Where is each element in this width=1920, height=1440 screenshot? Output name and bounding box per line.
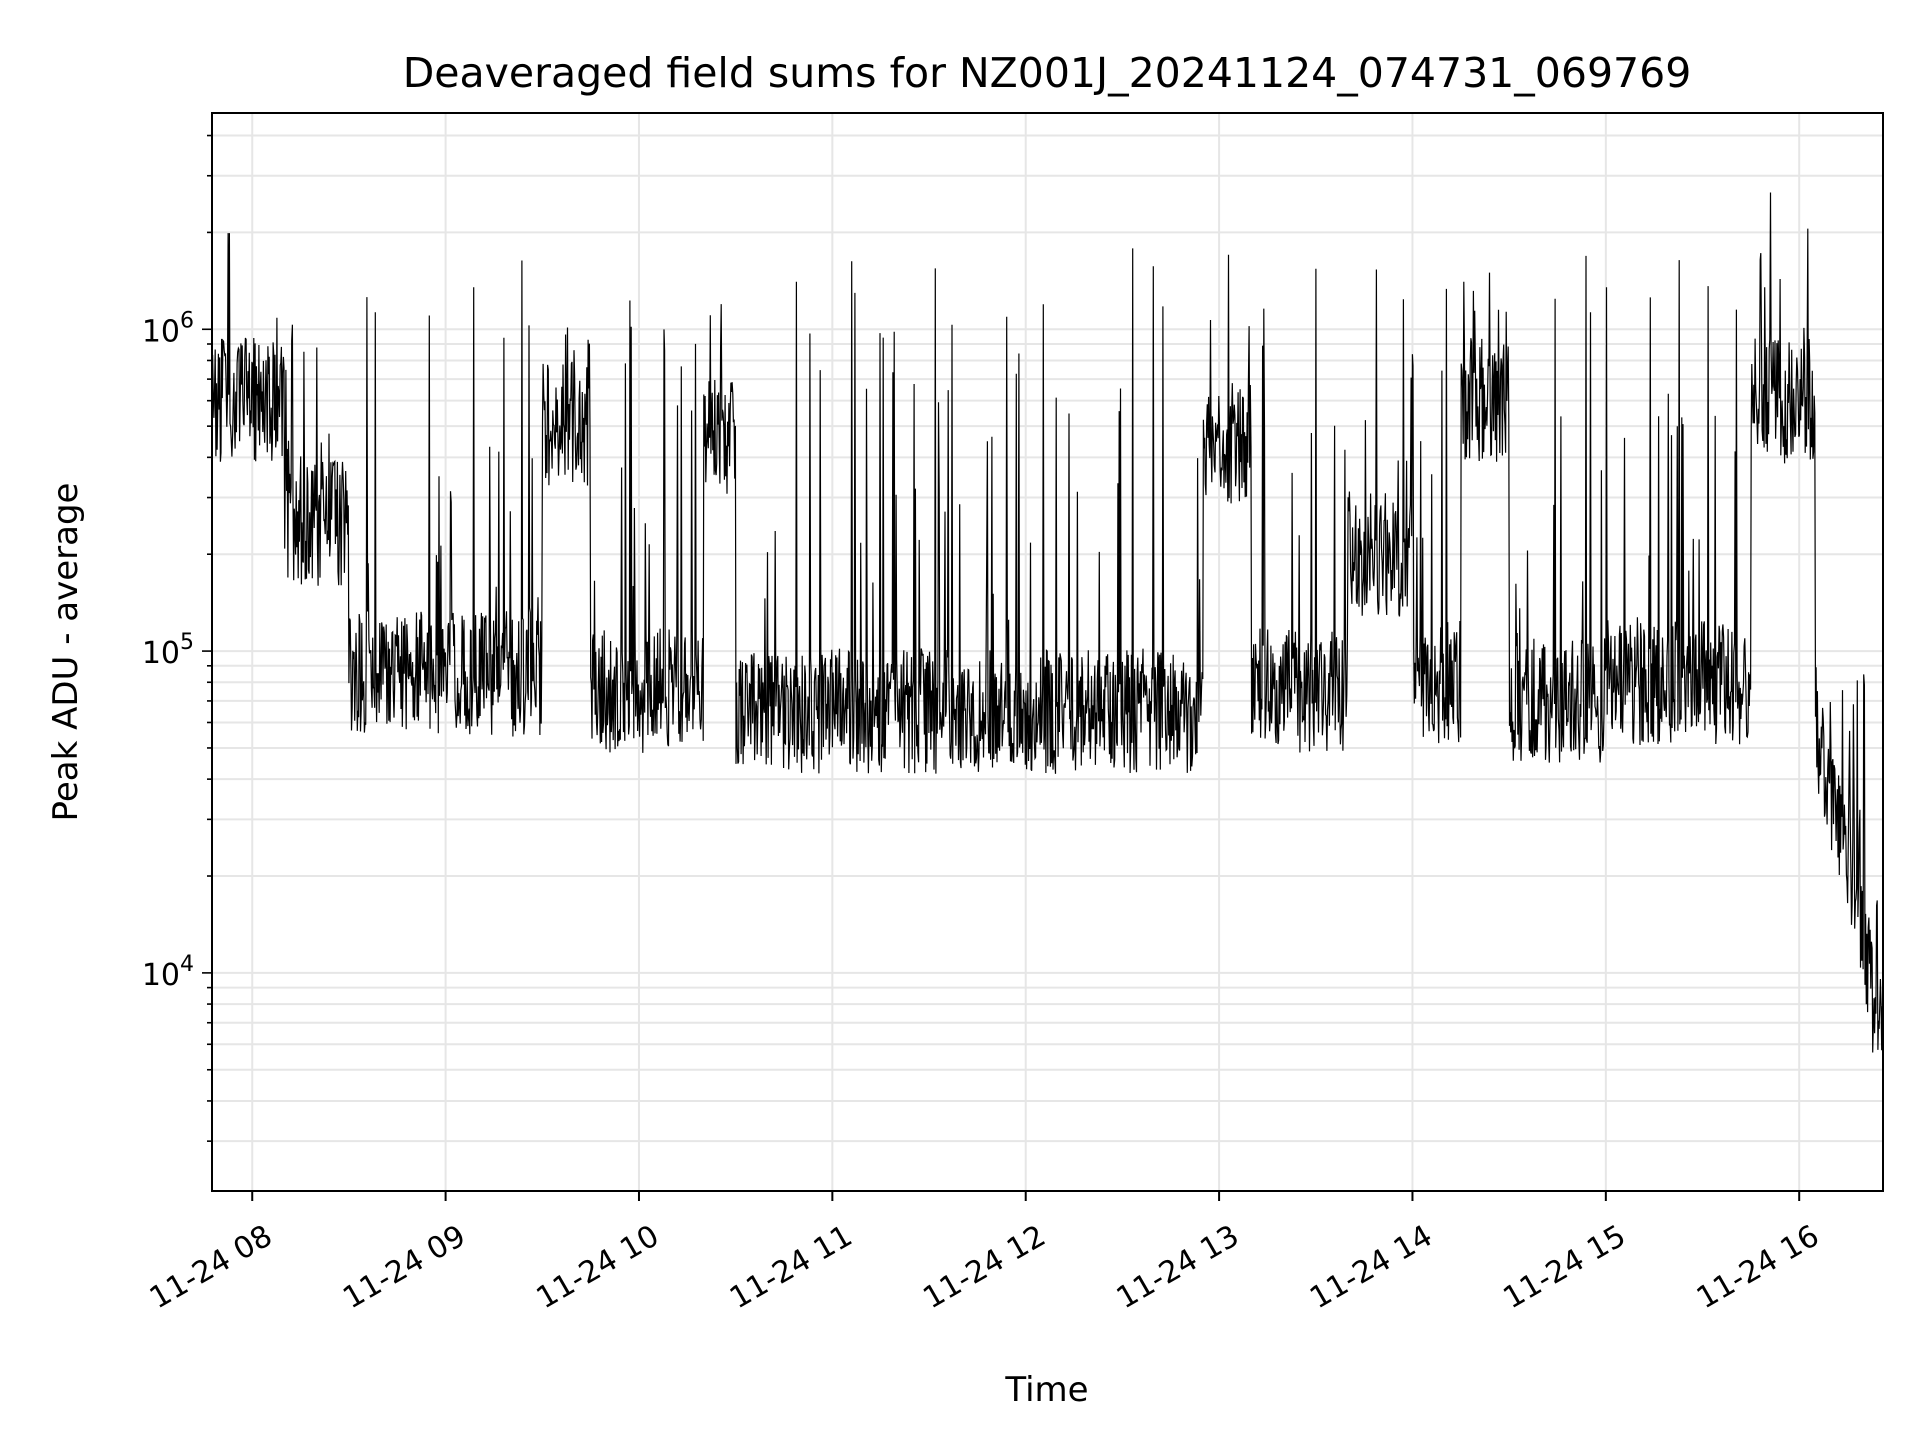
y-tick-label: 104 — [142, 952, 194, 993]
x-axis-title: Time — [1004, 1370, 1088, 1410]
series-line — [211, 192, 1884, 1142]
y-axis: 104 105 106 — [142, 134, 212, 1142]
series-layer — [211, 192, 1884, 1142]
y-tick-label: 105 — [142, 630, 194, 671]
plot-frame — [211, 112, 1884, 1192]
y-axis-title: Peak ADU - average — [46, 483, 86, 822]
gridlines — [212, 113, 1883, 1191]
y-tick-label: 106 — [142, 308, 194, 349]
chart-title: Deaveraged field sums for NZ001J_2024112… — [403, 49, 1692, 97]
